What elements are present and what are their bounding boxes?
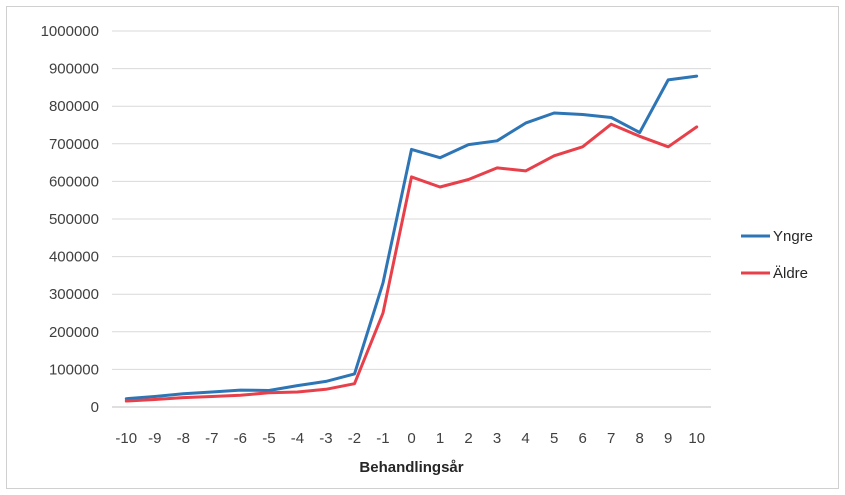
y-axis-tick-labels: 0 100000 200000 300000 400000 500000 600000 700…	[41, 23, 99, 416]
y-tick-label: 200000	[49, 324, 99, 341]
series-lines	[124, 74, 699, 403]
x-tick-label: 7	[607, 430, 615, 447]
legend-label: Yngre	[773, 228, 813, 245]
x-tick-label: -4	[291, 430, 304, 447]
y-tick-label: 300000	[49, 286, 99, 303]
x-tick-label: -2	[348, 430, 361, 447]
y-tick-label: 800000	[49, 98, 99, 115]
x-tick-label: 10	[688, 430, 705, 447]
series-line-äldre	[124, 122, 699, 403]
x-tick-label: -5	[262, 430, 275, 447]
x-axis-label: Behandlingsår	[359, 459, 463, 476]
x-tick-label: -6	[234, 430, 247, 447]
x-tick-label: -10	[115, 430, 137, 447]
x-tick-label: 3	[493, 430, 501, 447]
gridlines	[112, 30, 711, 370]
chart-frame	[6, 6, 839, 489]
x-tick-label: -8	[177, 430, 190, 447]
y-tick-label: 0	[91, 399, 99, 416]
x-axis-tick-labels: -10 -9 -8 -7 -6 -5 -4 -3 -2 -1 0 1 2 3 4 5 6 7 8 9 10	[115, 430, 705, 447]
y-tick-label: 100000	[49, 361, 99, 378]
x-tick-label: 9	[664, 430, 672, 447]
x-tick-label: 0	[407, 430, 415, 447]
x-tick-label: -3	[319, 430, 332, 447]
y-tick-label: 600000	[49, 173, 99, 190]
x-tick-label: 4	[521, 430, 529, 447]
x-tick-label: 5	[550, 430, 558, 447]
legend-label: Äldre	[773, 265, 808, 282]
x-tick-label: 1	[436, 430, 444, 447]
x-tick-label: -1	[376, 430, 389, 447]
x-tick-label: -7	[205, 430, 218, 447]
legend: Yngre Äldre	[741, 228, 813, 282]
x-tick-label: 2	[464, 430, 472, 447]
y-tick-label: 500000	[49, 211, 99, 228]
y-tick-label: 700000	[49, 136, 99, 153]
x-tick-label: -9	[148, 430, 161, 447]
y-tick-label: 1000000	[41, 23, 99, 40]
x-tick-label: 8	[636, 430, 644, 447]
y-tick-label: 400000	[49, 249, 99, 266]
y-tick-label: 900000	[49, 61, 99, 78]
series-line-yngre	[124, 74, 699, 401]
x-tick-label: 6	[578, 430, 586, 447]
